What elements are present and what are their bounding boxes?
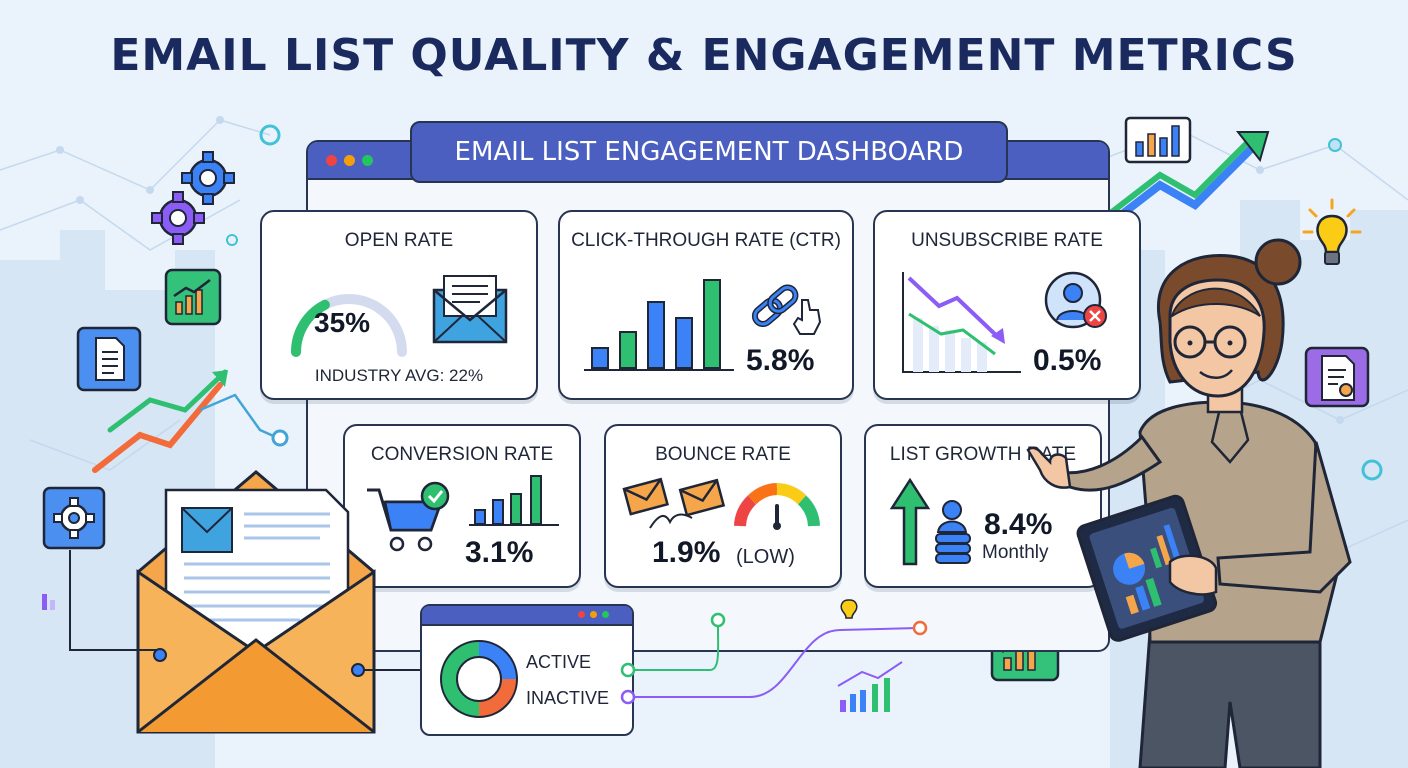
unsubscribe-card[interactable]: UNSUBSCRIBE RATE 0.5% <box>873 210 1141 400</box>
connector-lines <box>69 550 420 677</box>
ctr-value: 5.8% <box>746 344 815 377</box>
conversion-card[interactable]: CONVERSION RATE 3.1% <box>343 424 581 588</box>
segment-panel[interactable]: ACTIVE INACTIVE <box>420 604 634 736</box>
window-maximize-dot[interactable] <box>362 155 373 166</box>
presenter-illustration <box>1026 238 1352 768</box>
dashboard-title: EMAIL LIST ENGAGEMENT DASHBOARD <box>454 137 964 167</box>
list-growth-card[interactable]: LIST GROWTH RATE 8.4% Monthly <box>864 424 1102 588</box>
gear-icon <box>151 151 235 245</box>
arrow-up-icon <box>889 477 971 566</box>
ctr-card[interactable]: CLICK-THROUGH RATE (CTR) 5.8% <box>558 210 854 400</box>
mini-bars-icon <box>42 594 55 610</box>
conversion-title: CONVERSION RATE <box>370 444 554 465</box>
open-rate-card[interactable]: OPEN RATE 35% INDUSTRY AVG: 22% <box>260 210 538 400</box>
window-close-dot[interactable] <box>326 155 337 166</box>
segment-donut-chart <box>440 640 518 718</box>
cart-icon <box>367 481 450 552</box>
list-growth-period: Monthly <box>982 542 1049 563</box>
bounce-qualifier: (LOW) <box>736 546 795 568</box>
open-rate-value: 35% <box>314 307 371 338</box>
bar-chart-icon <box>1124 116 1192 164</box>
segment-connectors <box>620 599 928 705</box>
ctr-title: CLICK-THROUGH RATE (CTR) <box>571 230 841 251</box>
ctr-bar-chart <box>584 279 734 371</box>
segment-close-dot[interactable] <box>578 611 585 618</box>
window-minimize-dot[interactable] <box>344 155 355 166</box>
segment-active-label: ACTIVE <box>526 652 592 672</box>
lightbulb-icon <box>1302 198 1362 265</box>
settings-icon <box>42 486 106 550</box>
bounce-envelopes-icon <box>622 477 726 529</box>
bounce-card[interactable]: BOUNCE RATE 1.9% (LOW) <box>604 424 842 588</box>
segment-maximize-dot[interactable] <box>602 611 609 618</box>
list-growth-value: 8.4% <box>984 508 1053 541</box>
conversion-bar-chart <box>469 475 559 526</box>
envelope-icon <box>432 275 508 344</box>
mini-bar-chart-icon <box>837 661 903 712</box>
chart-icon <box>164 268 222 326</box>
bounce-gauge-icon <box>734 483 820 530</box>
bounce-title: BOUNCE RATE <box>655 444 791 465</box>
open-rate-industry-avg: INDUSTRY AVG: 22% <box>314 366 484 385</box>
link-icon <box>751 284 822 335</box>
unsubscribe-decline-chart <box>902 272 1021 373</box>
segment-minimize-dot[interactable] <box>590 611 597 618</box>
certificate-icon <box>1304 346 1370 408</box>
page-title: EMAIL LIST QUALITY & ENGAGEMENT METRICS <box>110 30 1298 81</box>
bounce-value: 1.9% <box>652 536 721 569</box>
open-rate-gauge <box>291 294 407 357</box>
unsubscribe-title: UNSUBSCRIBE RATE <box>911 230 1103 251</box>
dashboard-header-tab: EMAIL LIST ENGAGEMENT DASHBOARD <box>410 121 1008 183</box>
open-envelope-icon <box>136 470 376 734</box>
unsubscribe-value: 0.5% <box>1033 344 1102 377</box>
open-rate-title: OPEN RATE <box>344 230 454 251</box>
document-icon <box>76 326 142 392</box>
conversion-value: 3.1% <box>465 536 534 569</box>
segment-inactive-label: INACTIVE <box>526 688 610 708</box>
user-remove-icon <box>1044 271 1107 329</box>
